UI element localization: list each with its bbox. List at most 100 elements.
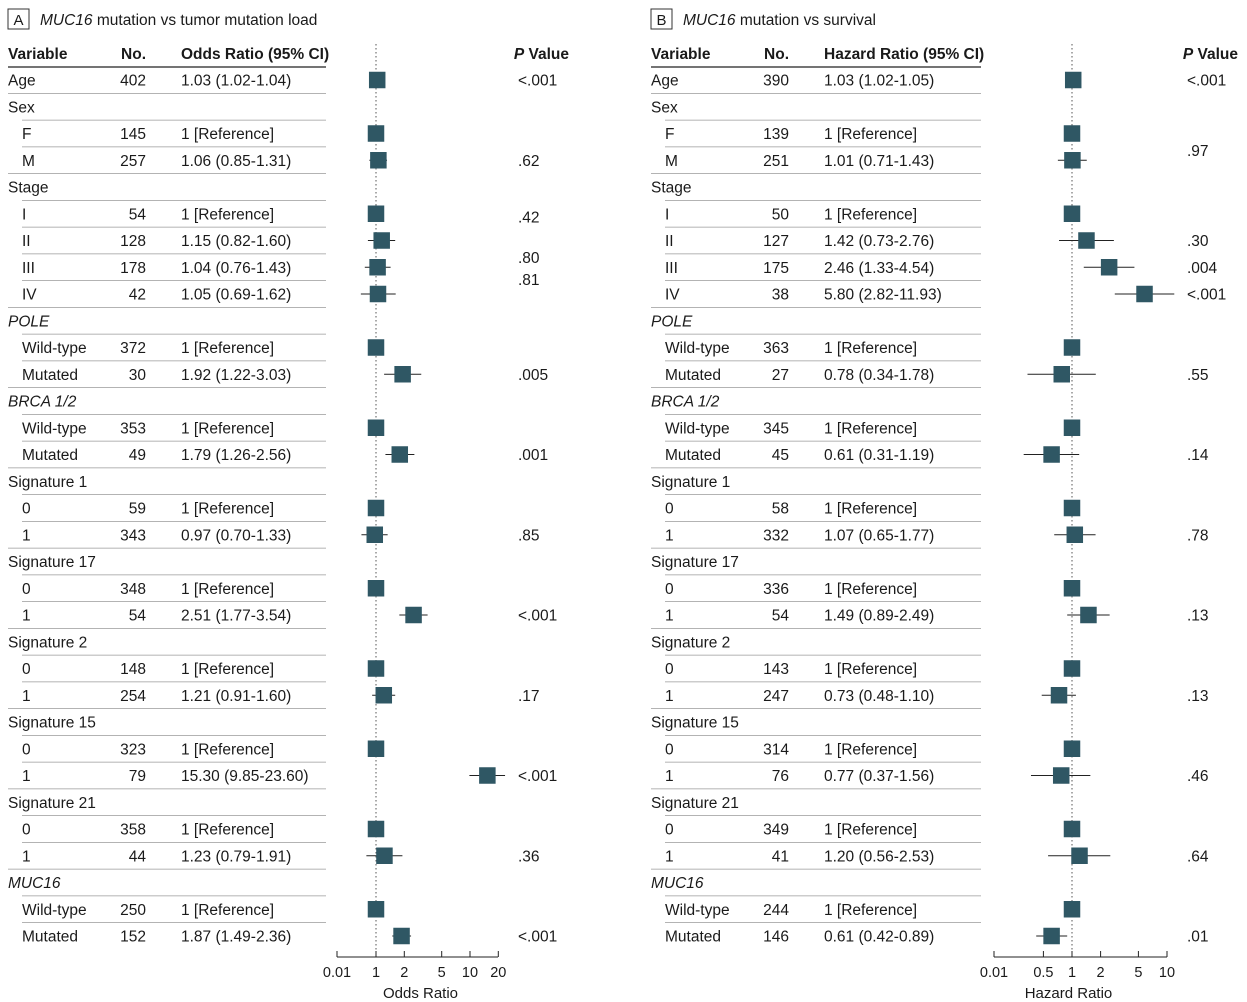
row-label: Signature 1 bbox=[8, 474, 87, 491]
panel-title: MUC16 mutation vs survival bbox=[683, 12, 876, 29]
table-row: Mutated 30 1.92 (1.22-3.03) .005 bbox=[22, 360, 548, 384]
row-ratio-text: 0.73 (0.48-1.10) bbox=[824, 688, 934, 705]
estimate-marker bbox=[391, 446, 409, 463]
table-row: 0 59 1 [Reference] bbox=[22, 494, 385, 518]
row-label: III bbox=[665, 260, 678, 277]
row-count: 54 bbox=[129, 206, 147, 223]
row-p-value: .46 bbox=[1187, 768, 1209, 785]
row-ratio-text: 1.20 (0.56-2.53) bbox=[824, 848, 934, 865]
row-count: 54 bbox=[772, 608, 790, 625]
row-label: Signature 2 bbox=[651, 634, 730, 651]
row-label: I bbox=[22, 206, 26, 223]
row-p-value: .64 bbox=[1187, 848, 1209, 865]
table-row: 1 54 1.49 (0.89-2.49) .13 bbox=[665, 601, 1209, 625]
group-header-row: BRCA 1/2 bbox=[651, 387, 981, 411]
group-header-row: Sex bbox=[651, 92, 981, 116]
row-ratio-text: 1.42 (0.73-2.76) bbox=[824, 233, 934, 250]
table-row: 1 41 1.20 (0.56-2.53) .64 bbox=[665, 841, 1209, 865]
panel-b: B MUC16 mutation vs survival Variable No. Ha… bbox=[650, 8, 1238, 1002]
table-row: Wild-type 372 1 [Reference] bbox=[22, 333, 385, 357]
row-label: F bbox=[22, 126, 31, 143]
header-variable: Variable bbox=[651, 46, 711, 63]
row-label: 1 bbox=[22, 527, 31, 544]
x-tick-label: 1 bbox=[1068, 965, 1076, 981]
row-p-value: <.001 bbox=[518, 608, 557, 625]
row-ratio-text: 1 [Reference] bbox=[824, 902, 917, 919]
row-ratio-text: 1 [Reference] bbox=[181, 126, 274, 143]
row-count: 30 bbox=[129, 367, 147, 384]
table-row: IV 42 1.05 (0.69-1.62) bbox=[22, 280, 396, 304]
x-tick-label: 0.01 bbox=[323, 965, 351, 981]
row-ratio-text: 1 [Reference] bbox=[824, 340, 917, 357]
x-tick-label: 5 bbox=[1134, 965, 1142, 981]
group-header-row: Signature 17 bbox=[651, 547, 981, 571]
table-row: III 178 1.04 (0.76-1.43) .81 bbox=[22, 253, 540, 289]
row-ratio-text: 1 [Reference] bbox=[824, 126, 917, 143]
row-count: 358 bbox=[120, 822, 146, 839]
estimate-marker bbox=[367, 580, 385, 597]
row-label: Signature 21 bbox=[8, 795, 96, 812]
estimate-marker bbox=[393, 927, 410, 945]
row-label: Age bbox=[8, 73, 36, 90]
row-label: Mutated bbox=[22, 929, 78, 946]
table-row: 1 332 1.07 (0.65-1.77) .78 bbox=[665, 520, 1209, 544]
row-ratio-text: 1.87 (1.49-2.36) bbox=[181, 929, 291, 946]
row-p-value: .97 bbox=[1187, 143, 1209, 160]
row-label: 0 bbox=[665, 741, 674, 758]
row-count: 349 bbox=[763, 822, 789, 839]
estimate-marker bbox=[367, 419, 385, 436]
row-label: Wild-type bbox=[665, 420, 730, 437]
row-ratio-text: 1 [Reference] bbox=[824, 581, 917, 598]
estimate-marker bbox=[1063, 419, 1081, 436]
row-label: 1 bbox=[22, 608, 31, 625]
row-label: 1 bbox=[665, 848, 674, 865]
row-label: 1 bbox=[22, 848, 31, 865]
table-row: 0 323 1 [Reference] bbox=[22, 734, 385, 758]
row-count: 257 bbox=[120, 153, 146, 170]
estimate-marker bbox=[367, 820, 385, 838]
row-ratio-text: 1 [Reference] bbox=[824, 661, 917, 678]
estimate-marker bbox=[1050, 687, 1068, 704]
estimate-marker bbox=[394, 366, 411, 383]
row-p-value: .001 bbox=[518, 447, 548, 464]
panel-label-box bbox=[650, 8, 673, 30]
group-header-row: Signature 21 bbox=[8, 788, 326, 812]
row-count: 363 bbox=[763, 340, 789, 357]
row-label: Wild-type bbox=[22, 340, 87, 357]
row-p-value: <.001 bbox=[518, 73, 557, 90]
row-label: MUC16 bbox=[8, 875, 61, 892]
row-label: Mutated bbox=[665, 367, 721, 384]
row-ratio-text: 1 [Reference] bbox=[181, 902, 274, 919]
row-ratio-text: 15.30 (9.85-23.60) bbox=[181, 768, 309, 785]
group-header-row: Signature 2 bbox=[8, 627, 326, 651]
row-ratio-text: 1 [Reference] bbox=[824, 501, 917, 518]
table-row: 0 314 1 [Reference] bbox=[665, 734, 1081, 758]
table-row: 1 54 2.51 (1.77-3.54) <.001 bbox=[22, 601, 557, 625]
table-row: M 257 1.06 (0.85-1.31) .62 bbox=[22, 146, 540, 170]
row-label: M bbox=[22, 153, 35, 170]
row-label: Signature 15 bbox=[651, 715, 739, 732]
estimate-marker bbox=[367, 901, 385, 918]
estimate-marker bbox=[1064, 71, 1082, 89]
row-p-value: .55 bbox=[1187, 367, 1209, 384]
row-ratio-text: 1.03 (1.02-1.04) bbox=[181, 73, 291, 90]
estimate-marker bbox=[1063, 901, 1081, 918]
row-ratio-text: 2.46 (1.33-4.54) bbox=[824, 260, 934, 277]
table-row: Mutated 45 0.61 (0.31-1.19) .14 bbox=[665, 440, 1209, 464]
estimate-marker bbox=[1063, 205, 1081, 222]
row-count: 251 bbox=[763, 153, 789, 170]
row-count: 42 bbox=[129, 287, 146, 304]
panel-a: A MUC16 mutation vs tumor mutation load Va… bbox=[7, 8, 569, 1002]
row-label: Signature 17 bbox=[651, 554, 739, 571]
header-no: No. bbox=[764, 46, 789, 63]
table-row: 1 79 15.30 (9.85-23.60) <.001 bbox=[22, 761, 557, 785]
estimate-marker bbox=[367, 740, 385, 757]
row-ratio-text: 1 [Reference] bbox=[181, 661, 274, 678]
row-ratio-text: 1 [Reference] bbox=[181, 822, 274, 839]
x-tick-label: 10 bbox=[462, 965, 478, 981]
table-row: Wild-type 363 1 [Reference] bbox=[665, 333, 1081, 357]
row-count: 314 bbox=[763, 741, 789, 758]
x-axis-title: Odds Ratio bbox=[383, 985, 458, 1002]
row-count: 152 bbox=[120, 929, 146, 946]
x-tick-label: 2 bbox=[400, 965, 408, 981]
